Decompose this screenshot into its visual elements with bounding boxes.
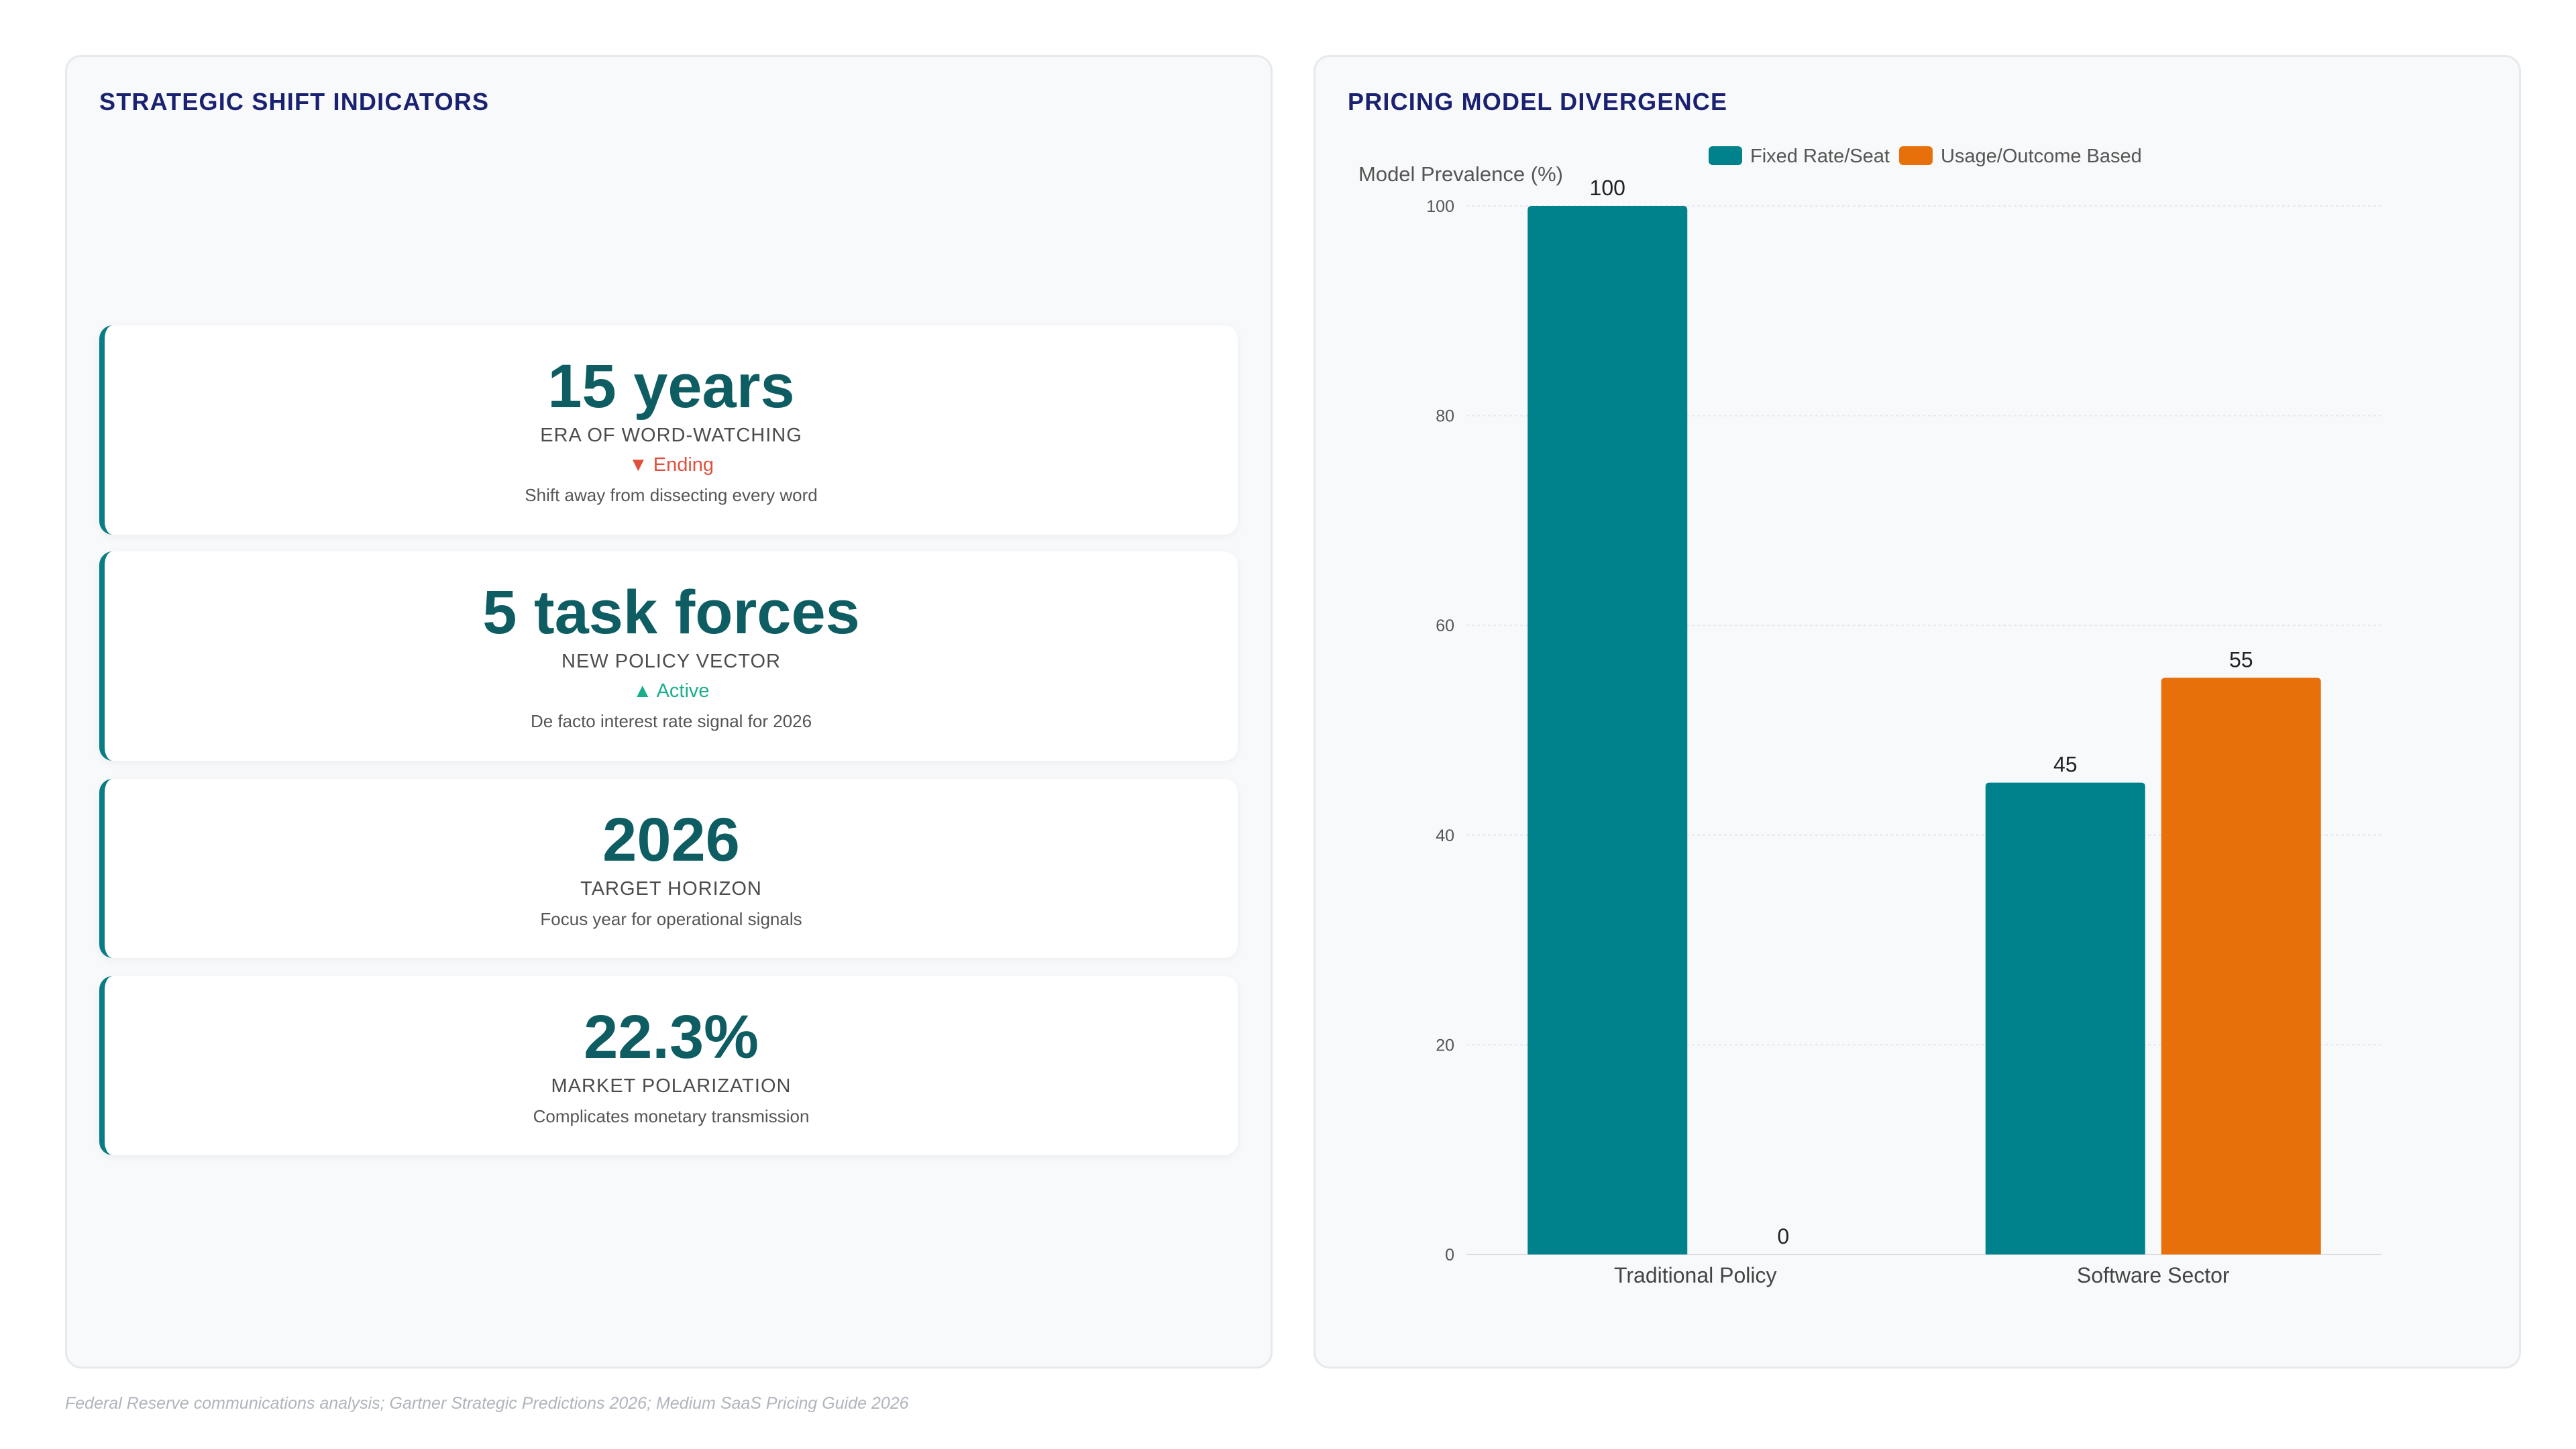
kpi-value: 5 task forces: [482, 578, 860, 647]
kpi-note: Focus year for operational signals: [540, 909, 802, 929]
kpi-card-era: 15 years ERA OF WORD-WATCHING ▼ Ending S…: [99, 325, 1238, 535]
strategic-shift-panel: STRATEGIC SHIFT INDICATORS 15 years ERA …: [65, 55, 1273, 1368]
kpi-note: Shift away from dissecting every word: [525, 485, 818, 505]
y-tick-label: 80: [1436, 407, 1454, 426]
legend-swatch: [1709, 146, 1742, 165]
kpi-trend: ▲ Active: [633, 680, 710, 702]
data-label: 0: [1777, 1224, 1789, 1248]
bar: [2161, 678, 2321, 1254]
kpi-note: De facto interest rate signal for 2026: [530, 711, 812, 731]
kpi-note: Complicates monetary transmission: [533, 1106, 810, 1126]
legend-label: Usage/Outcome Based: [1941, 146, 2142, 167]
legend-swatch: [1898, 146, 1933, 165]
kpi-card-market-polarization: 22.3% MARKET POLARIZATION Complicates mo…: [99, 976, 1238, 1155]
kpi-label: ERA OF WORD-WATCHING: [540, 425, 802, 446]
source-note: Federal Reserve communications analysis;…: [65, 1394, 909, 1413]
kpi-value: 15 years: [547, 352, 795, 421]
panel-title: PRICING MODEL DIVERGENCE: [1348, 88, 1728, 115]
x-tick-label: Traditional Policy: [1614, 1263, 1776, 1287]
y-tick-label: 20: [1436, 1036, 1454, 1055]
pricing-divergence-panel: PRICING MODEL DIVERGENCE 0 20 40 60 80 100 Mod…: [1313, 55, 2521, 1368]
kpi-label: MARKET POLARIZATION: [551, 1075, 792, 1097]
panel-title: STRATEGIC SHIFT INDICATORS: [99, 88, 490, 115]
kpi-value: 22.3%: [584, 1003, 759, 1071]
y-tick-label: 0: [1445, 1246, 1454, 1265]
legend-label: Fixed Rate/Seat: [1750, 146, 1890, 167]
data-label: 55: [2229, 647, 2253, 672]
kpi-card-target-horizon: 2026 TARGET HORIZON Focus year for opera…: [99, 779, 1238, 958]
kpi-label: TARGET HORIZON: [580, 878, 762, 900]
bar: [1985, 782, 2145, 1254]
data-label: 45: [2053, 753, 2078, 777]
kpi-card-policy-vector: 5 task forces NEW POLICY VECTOR ▲ Active…: [99, 551, 1238, 761]
y-tick-label: 100: [1426, 197, 1454, 216]
data-label: 100: [1590, 176, 1625, 200]
kpi-label: NEW POLICY VECTOR: [561, 651, 781, 672]
kpi-trend: ▼ Ending: [628, 454, 714, 476]
x-tick-label: Software Sector: [2077, 1263, 2230, 1287]
bar: [1527, 206, 1688, 1254]
y-tick-label: 60: [1436, 616, 1454, 635]
y-tick-label: 40: [1436, 826, 1454, 845]
y-axis-label: Model Prevalence (%): [1358, 162, 1563, 186]
kpi-value: 2026: [602, 806, 740, 874]
